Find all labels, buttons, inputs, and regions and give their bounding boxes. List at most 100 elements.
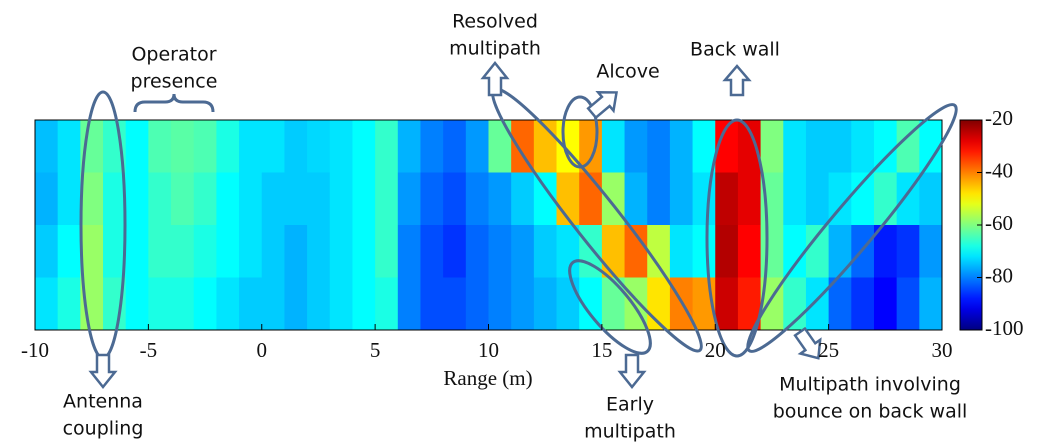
heatmap-cell xyxy=(669,120,694,173)
heatmap-cell xyxy=(125,225,149,278)
arrow xyxy=(617,353,647,390)
heatmap-cell xyxy=(193,277,217,331)
heatmap-cell xyxy=(488,225,512,278)
heatmap-cell xyxy=(284,120,308,173)
heatmap-cell xyxy=(465,120,489,173)
heatmap-cell xyxy=(783,172,807,226)
heatmap xyxy=(35,120,943,331)
x-tick-label: -10 xyxy=(21,338,49,362)
heatmap-cell xyxy=(533,277,558,331)
heatmap-cell xyxy=(397,277,421,331)
heatmap-cell xyxy=(284,172,308,226)
heatmap-cell xyxy=(760,120,784,173)
heatmap-cell xyxy=(352,120,376,173)
heatmap-cell xyxy=(261,277,285,331)
heatmap-cell xyxy=(443,172,467,226)
heatmap-cell xyxy=(715,172,739,226)
heatmap-cell xyxy=(624,172,648,226)
heatmap-cell xyxy=(737,172,762,226)
heatmap-cell xyxy=(805,172,830,226)
heatmap-cell xyxy=(420,225,444,278)
heatmap-cell xyxy=(261,120,285,173)
heatmap-cell xyxy=(601,120,626,173)
heatmap-cell xyxy=(307,277,331,331)
heatmap-cell xyxy=(375,172,399,226)
heatmap-cell xyxy=(579,277,603,331)
heatmap-cell xyxy=(216,277,240,331)
heatmap-cell xyxy=(216,120,240,173)
annotation: coupling xyxy=(63,418,144,440)
heatmap-cell xyxy=(329,277,353,331)
annotation: multipath xyxy=(449,38,541,60)
annotation: presence xyxy=(131,71,218,93)
x-tick-label: 10 xyxy=(478,338,499,362)
colorbar-tick-label: -100 xyxy=(985,316,1024,340)
heatmap-cell xyxy=(601,277,626,331)
colorbar-tick-label: -40 xyxy=(985,158,1013,182)
heatmap-cell xyxy=(873,225,898,278)
heatmap-cell xyxy=(103,277,127,331)
colorbar-tick-label: -80 xyxy=(985,263,1013,287)
x-tick-label: 30 xyxy=(932,338,953,362)
heatmap-cell xyxy=(805,225,830,278)
x-tick-label: -5 xyxy=(140,338,158,362)
heatmap-cell xyxy=(125,172,149,226)
heatmap-cell xyxy=(329,225,353,278)
heatmap-cell xyxy=(919,172,943,226)
heatmap-cell xyxy=(511,172,535,226)
heatmap-cell xyxy=(352,277,376,331)
heatmap-cell xyxy=(57,225,81,278)
heatmap-cell xyxy=(80,225,104,278)
heatmap-cell xyxy=(647,225,671,278)
colorbar-tick-label: -60 xyxy=(985,211,1013,235)
heatmap-cell xyxy=(533,172,558,226)
annotation: Resolved xyxy=(452,11,538,33)
heatmap-cell xyxy=(148,120,172,173)
heatmap-cell xyxy=(443,225,467,278)
heatmap-cell xyxy=(919,120,943,173)
heatmap-cell xyxy=(171,172,195,226)
heatmap-cell xyxy=(692,172,716,226)
heatmap-cell xyxy=(851,172,875,226)
heatmap-cell xyxy=(216,172,240,226)
x-tick-label: 20 xyxy=(705,338,726,362)
heatmap-cell xyxy=(669,172,694,226)
colorbar-tick-label: -20 xyxy=(985,106,1013,130)
heatmap-cell xyxy=(80,172,104,226)
heatmap-cell xyxy=(805,120,830,173)
annotation: bounce on back wall xyxy=(773,401,968,423)
heatmap-cell xyxy=(193,225,217,278)
heatmap-cell xyxy=(216,225,240,278)
heatmap-cell xyxy=(647,172,671,226)
annotation: Back wall xyxy=(690,39,780,61)
heatmap-cell xyxy=(171,277,195,331)
heatmap-cell xyxy=(715,225,739,278)
heatmap-cell xyxy=(805,277,830,331)
heatmap-cell xyxy=(125,277,149,331)
heatmap-cell xyxy=(896,225,920,278)
x-tick-label: 5 xyxy=(370,338,381,362)
heatmap-cell xyxy=(465,225,489,278)
annotation: Antenna xyxy=(63,391,143,413)
heatmap-cell xyxy=(125,120,149,173)
heatmap-cell xyxy=(579,172,603,226)
heatmap-cell xyxy=(692,225,716,278)
heatmap-cell xyxy=(307,120,331,173)
annotation: Alcove xyxy=(596,61,659,83)
arrow xyxy=(793,326,822,360)
heatmap-cell xyxy=(261,225,285,278)
heatmap-cell xyxy=(488,277,512,331)
heatmap-cell xyxy=(420,120,444,173)
arrow xyxy=(722,64,752,97)
heatmap-cell xyxy=(148,277,172,331)
heatmap-cell xyxy=(35,120,59,173)
annotation: Multipath involving xyxy=(779,374,961,396)
heatmap-cell xyxy=(511,120,535,173)
heatmap-cell xyxy=(35,172,59,226)
heatmap-cell xyxy=(352,172,376,226)
heatmap-cell xyxy=(896,120,920,173)
heatmap-cell xyxy=(420,277,444,331)
heatmap-cell xyxy=(284,277,308,331)
heatmap-cell xyxy=(556,277,580,331)
heatmap-cell xyxy=(57,172,81,226)
